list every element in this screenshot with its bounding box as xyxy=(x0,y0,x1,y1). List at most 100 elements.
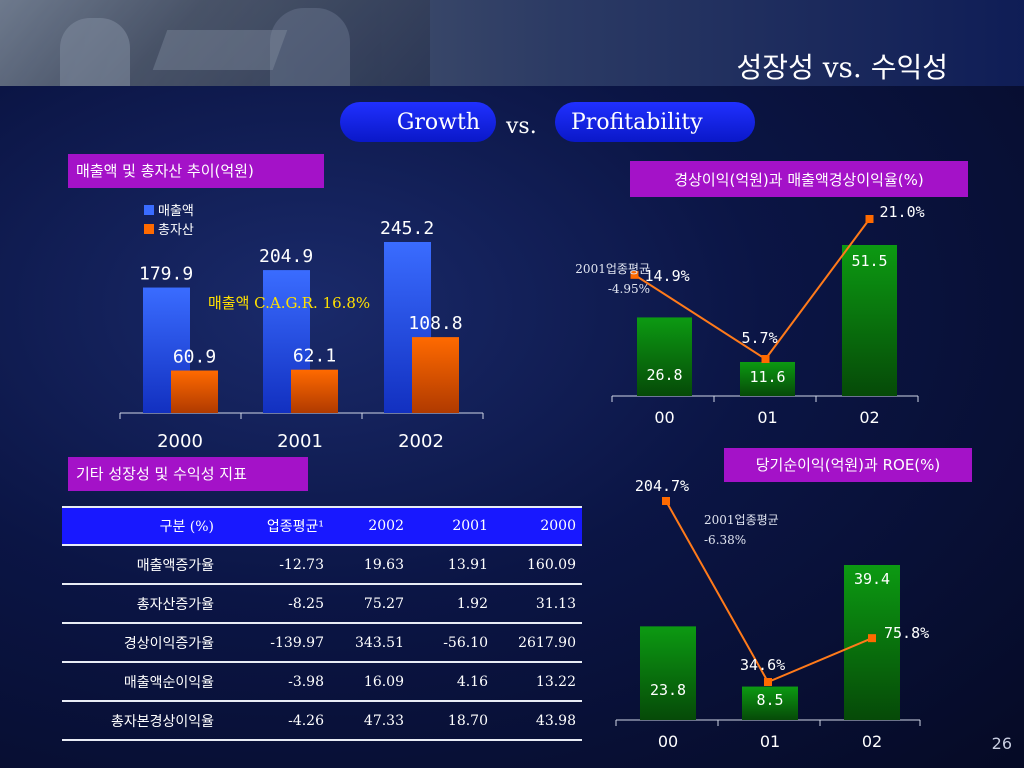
table-header-cell: 2001 xyxy=(452,518,488,534)
sales-value-label-2000: 179.9 xyxy=(139,264,193,285)
assets-bar-2000 xyxy=(171,370,218,413)
table-cell: -139.97 xyxy=(270,634,324,651)
line-value-label-02: 75.8% xyxy=(884,624,929,642)
table-cell: 2617.90 xyxy=(518,634,576,651)
indicators-table-label: 기타 성장성 및 수익성 지표 xyxy=(68,457,308,491)
sales-value-label-2001: 204.9 xyxy=(259,246,313,267)
line-value-label-00: 204.7% xyxy=(635,477,689,495)
table-cell: 343.51 xyxy=(355,634,404,651)
x-tick-label-02: 02 xyxy=(862,732,882,751)
table-cell: 1.92 xyxy=(456,595,488,612)
ordinary-profit-chart-label: 경상이익(억원)과 매출액경상이익율(%) xyxy=(630,161,968,197)
profitability-pill: Profitability xyxy=(555,102,755,142)
net-income-chart-label: 당기순이익(억원)과 ROE(%) xyxy=(724,448,972,482)
table-cell: 18.70 xyxy=(447,712,488,729)
bar-02 xyxy=(844,565,900,720)
table-header-row: 구분 (%) 업종평균¹ 2002 2001 2000 xyxy=(62,506,582,546)
table-row: 매출액순이익율 -3.98 16.09 4.16 13.22 xyxy=(62,663,582,702)
table-cell: 13.22 xyxy=(535,673,576,690)
bar-value-label-02: 39.4 xyxy=(854,570,890,588)
x-tick-label-00: 00 xyxy=(658,732,678,751)
table-row: 총자산증가율 -8.25 75.27 1.92 31.13 xyxy=(62,585,582,624)
industry-avg-value: -4.95% xyxy=(608,282,650,296)
page-number: 26 xyxy=(991,734,1012,753)
line-point-00 xyxy=(662,497,670,505)
bar-00 xyxy=(637,317,692,396)
x-tick-label-2001: 2001 xyxy=(277,431,323,452)
bar-01 xyxy=(740,361,795,396)
table-cell: 13.91 xyxy=(447,556,488,573)
table-cell: 총자산증가율 xyxy=(136,596,214,613)
bar-02 xyxy=(842,245,897,396)
assets-bar-2002 xyxy=(412,337,459,413)
table-cell: 경상이익증가율 xyxy=(123,635,214,652)
table-cell: 31.13 xyxy=(535,595,576,612)
legend-label-sales: 매출액 xyxy=(158,204,194,219)
header-band: 성장성 vs. 수익성 xyxy=(0,0,1024,86)
industry-avg-value: -6.38% xyxy=(704,533,746,547)
assets-bar-2001 xyxy=(291,369,338,413)
table-header-cell: 구분 (%) xyxy=(159,519,214,535)
table-cell: 4.16 xyxy=(456,673,488,690)
cagr-annotation: 매출액 C.A.G.R. 16.8% xyxy=(208,294,370,312)
assets-value-label-2002: 108.8 xyxy=(408,313,462,334)
industry-avg-note: 2001업종평균 xyxy=(704,513,779,527)
line-point-00 xyxy=(630,270,639,279)
table-cell: 160.09 xyxy=(527,556,576,573)
ratio-line xyxy=(665,500,873,684)
x-tick-label-2000: 2000 xyxy=(157,431,203,452)
line-point-02 xyxy=(868,634,876,643)
table-cell: 47.33 xyxy=(363,712,404,729)
x-tick-label-01: 01 xyxy=(760,732,780,751)
line-point-02 xyxy=(865,215,874,223)
x-tick-label-01: 01 xyxy=(757,408,777,427)
bar-value-label-00: 23.8 xyxy=(650,681,686,699)
line-value-label-01: 34.6% xyxy=(740,656,785,674)
table-cell: -8.25 xyxy=(288,595,324,612)
table-cell: -12.73 xyxy=(279,556,324,573)
bar-value-label-01: 11.6 xyxy=(749,368,785,386)
bar-00 xyxy=(640,626,696,720)
table-header-cell: 업종평균¹ xyxy=(266,519,324,535)
bar-value-label-01: 8.5 xyxy=(756,691,783,709)
bar-01 xyxy=(742,686,798,720)
table-row: 총자본경상이익율 -4.26 47.33 18.70 43.98 xyxy=(62,702,582,741)
assets-value-label-2001: 62.1 xyxy=(293,346,336,367)
table-cell: -3.98 xyxy=(288,673,324,690)
growth-pill: Growth xyxy=(340,102,496,142)
legend-swatch-assets xyxy=(144,224,154,234)
line-value-label-01: 5.7% xyxy=(742,329,778,347)
table-header-cell: 2000 xyxy=(540,518,576,534)
line-point-01 xyxy=(761,355,770,363)
bar-value-label-00: 26.8 xyxy=(646,366,682,384)
table-row: 경상이익증가율 -139.97 343.51 -56.10 2617.90 xyxy=(62,624,582,663)
table-cell: 19.63 xyxy=(363,556,404,573)
table-cell: -4.26 xyxy=(288,712,324,729)
table-header-cell: 2002 xyxy=(368,518,404,534)
legend-label-assets: 총자산 xyxy=(158,223,194,238)
x-tick-label-02: 02 xyxy=(859,408,879,427)
legend-swatch-sales xyxy=(144,205,154,215)
table-cell: 16.09 xyxy=(363,673,404,690)
industry-avg-note: 2001업종평균 xyxy=(575,262,650,276)
table-cell: 매출액증가율 xyxy=(136,557,214,574)
table-cell: 총자본경상이익율 xyxy=(110,713,214,730)
sales-value-label-2002: 245.2 xyxy=(380,218,434,239)
table-cell: 75.27 xyxy=(363,595,404,612)
x-tick-label-00: 00 xyxy=(654,408,674,427)
indicators-table: 구분 (%) 업종평균¹ 2002 2001 2000 매출액증가율 -12.73 19.63… xyxy=(62,506,582,741)
table-cell: -56.10 xyxy=(443,634,488,651)
x-tick-label-2002: 2002 xyxy=(398,431,444,452)
line-point-01 xyxy=(764,678,772,686)
vs-label: vs. xyxy=(506,114,537,139)
line-value-label-02: 21.0% xyxy=(880,203,925,221)
table-cell: 43.98 xyxy=(535,712,576,729)
sales-assets-chart-label: 매출액 및 총자산 추이(억원) xyxy=(68,154,324,188)
header-photo xyxy=(0,0,430,86)
assets-value-label-2000: 60.9 xyxy=(173,347,216,368)
line-value-label-00: 14.9% xyxy=(645,267,690,285)
table-cell: 매출액순이익율 xyxy=(123,674,214,691)
